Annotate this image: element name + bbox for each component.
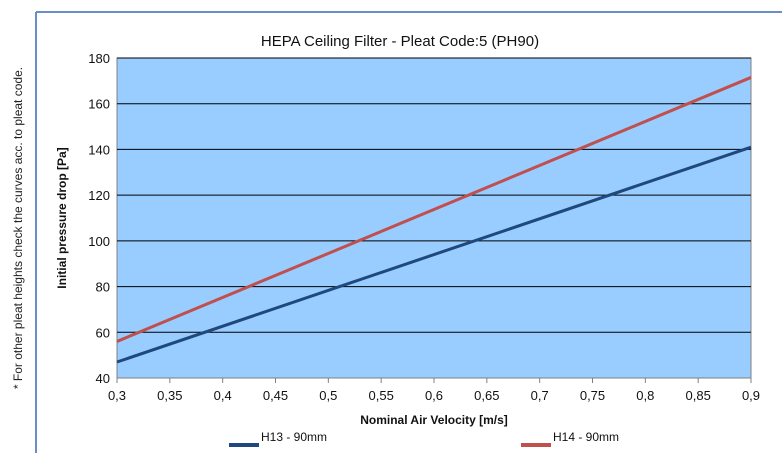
- y-tick-label: 40: [96, 371, 110, 386]
- y-axis-label: Initial pressure drop [Pa]: [55, 147, 69, 288]
- y-tick-label: 100: [88, 234, 110, 249]
- x-tick-label: 0,75: [580, 388, 605, 403]
- series-lines: [116, 76, 752, 364]
- y-tick-label: 60: [96, 325, 110, 340]
- x-tick-label: 0,65: [474, 388, 499, 403]
- grid-lines: [117, 57, 751, 333]
- legend-label-h14: H14 - 90mm: [553, 430, 619, 444]
- x-tick-label: 0,4: [214, 388, 232, 403]
- x-tick-label: 0,9: [742, 388, 760, 403]
- x-tick-label: 0,3: [108, 388, 126, 403]
- x-tick-label: 0,6: [425, 388, 443, 403]
- y-tick-label: 160: [88, 97, 110, 112]
- x-tick-label: 0,5: [319, 388, 337, 403]
- x-axis-label: Nominal Air Velocity [m/s]: [360, 413, 508, 427]
- x-tick-label: 0,45: [263, 388, 288, 403]
- side-note: * For other pleat heights check the curv…: [11, 67, 25, 389]
- legend: H13 - 90mm H14 - 90mm: [229, 430, 619, 447]
- y-tick-label: 80: [96, 280, 110, 295]
- x-tick-label: 0,85: [686, 388, 711, 403]
- chart-title: HEPA Ceiling Filter - Pleat Code:5 (PH90…: [261, 33, 539, 50]
- tick-labels: 40 60 80 100 120 140 160 180 0,3 0,35 0,4 0,45 0,5 0,…: [88, 51, 760, 403]
- x-tick-label: 0,8: [636, 388, 654, 403]
- series-line-h13: [116, 145, 752, 364]
- x-tick-label: 0,35: [157, 388, 182, 403]
- x-tick-label: 0,55: [369, 388, 394, 403]
- plot-area: [116, 57, 752, 379]
- y-tick-label: 120: [88, 188, 110, 203]
- series-line-h14: [116, 76, 752, 343]
- y-tick-label: 140: [88, 142, 110, 157]
- legend-label-h13: H13 - 90mm: [261, 430, 327, 444]
- y-tick-label: 180: [88, 51, 110, 66]
- x-tick-label: 0,7: [531, 388, 549, 403]
